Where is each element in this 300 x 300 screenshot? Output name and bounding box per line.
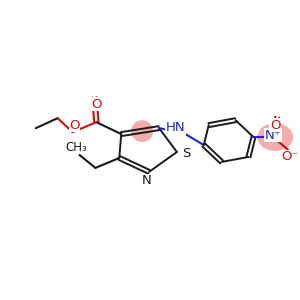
Text: O: O [91,98,102,111]
Text: O: O [69,119,80,132]
Text: O: O [270,119,280,132]
Text: N⁺: N⁺ [265,129,282,142]
Text: S: S [182,148,190,160]
Text: O⁻: O⁻ [281,151,299,164]
Circle shape [131,120,153,142]
Text: N: N [142,174,152,187]
Text: HN: HN [166,121,185,134]
Ellipse shape [257,123,293,151]
Text: CH₃: CH₃ [66,140,87,154]
